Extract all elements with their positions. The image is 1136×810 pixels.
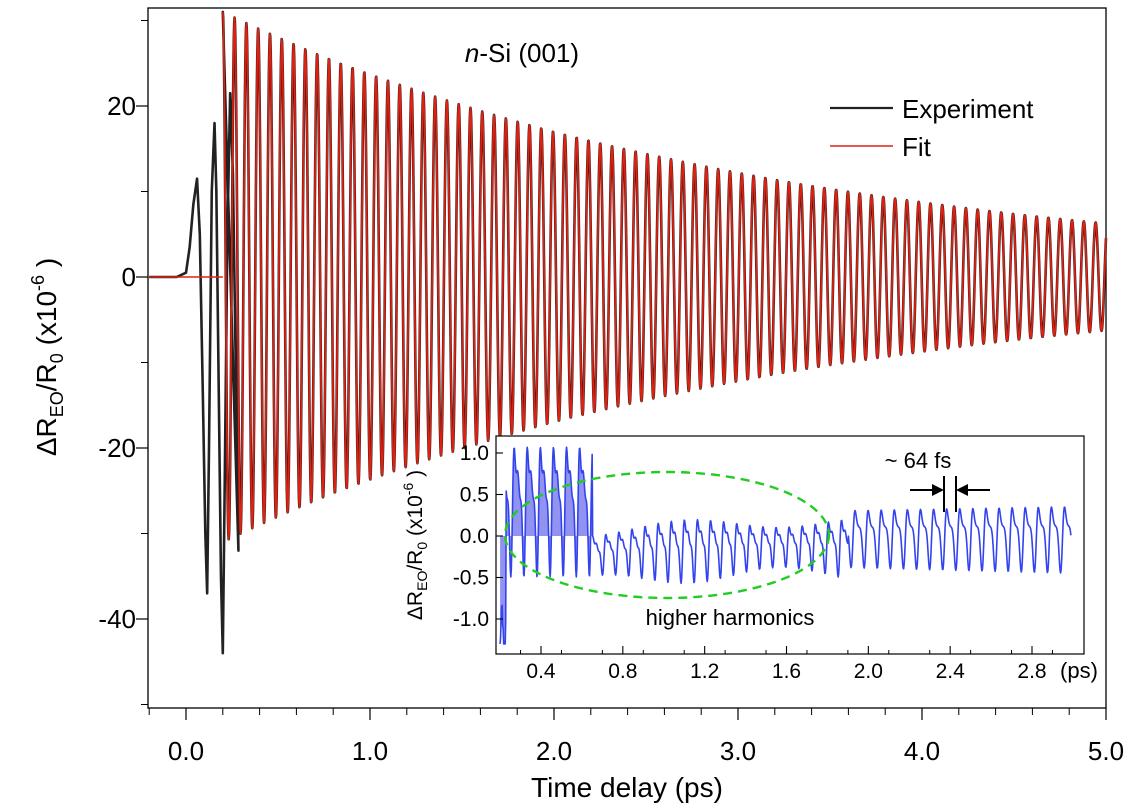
- inset-y-tick-label: 0.0: [460, 525, 489, 548]
- inset-x-tick-label: 1.6: [772, 660, 801, 683]
- x-tick-label: 3.0: [720, 736, 756, 766]
- inset-plot-frame: [495, 435, 1085, 655]
- x-axis-label: Time delay (ps): [531, 772, 723, 803]
- inset-y-tick-label: -1.0: [453, 608, 489, 631]
- x-tick-label: 5.0: [1088, 736, 1124, 766]
- y-tick-label: -40: [98, 604, 136, 634]
- legend-label-experiment: Experiment: [902, 94, 1034, 124]
- legend: Experiment Fit: [830, 94, 1034, 162]
- inset-x-tick-label: 2.0: [854, 660, 883, 683]
- period-annotation: ~ 64 fs: [885, 448, 952, 473]
- inset-y-tick-label: 1.0: [460, 442, 489, 465]
- inset-filled-region: [500, 447, 593, 644]
- x-tick-label: 2.0: [536, 736, 572, 766]
- inset-y-axis-label: ΔREO/R0 (x10-6 ): [400, 470, 430, 620]
- inset-x-tick-label: 2.8: [1017, 660, 1046, 683]
- higher-harmonics-annotation: higher harmonics: [646, 605, 815, 630]
- inset-x-tick-label: 0.4: [526, 660, 556, 683]
- inset-x-tick-label: 2.4: [936, 660, 966, 683]
- inset-series-layer: [499, 446, 1072, 645]
- x-tick-label: 4.0: [904, 736, 940, 766]
- inset-chart: 0.4 0.8 1.2 1.6 2.0 2.4 2.8 -1.0 -0.5 0.0 0.5 1.0 h…: [400, 435, 1098, 683]
- main-axis-ticks: 0.0 1.0 2.0 3.0 4.0 5.0 -40 -20 0 20: [98, 20, 1124, 766]
- inset-y-tick-label: 0.5: [460, 484, 489, 507]
- y-axis-label: ΔREO/R0 (x10-6 ): [28, 258, 67, 456]
- series-line-fit: [221, 11, 1107, 541]
- chart-title: n-Si (001): [465, 38, 579, 68]
- inset-x-tick-label: 0.8: [608, 660, 637, 683]
- y-tick-label: -20: [98, 433, 136, 463]
- main-series-layer: [149, 10, 1108, 655]
- legend-label-fit: Fit: [902, 132, 932, 162]
- y-tick-label: 20: [107, 91, 136, 121]
- inset-y-tick-label: -0.5: [453, 567, 489, 590]
- inset-x-unit-label: (ps): [1060, 658, 1098, 683]
- inset-axis-ticks: 0.4 0.8 1.2 1.6 2.0 2.4 2.8 -1.0 -0.5 0.0 0.5 1.0: [453, 442, 1053, 683]
- inset-x-tick-label: 1.2: [690, 660, 719, 683]
- period-arrows: [910, 476, 990, 512]
- inset-series-line: [499, 446, 1072, 645]
- y-tick-label: 0: [122, 262, 136, 292]
- x-tick-label: 1.0: [352, 736, 388, 766]
- harmonics-ellipse: [503, 470, 831, 600]
- x-tick-label: 0.0: [168, 736, 204, 766]
